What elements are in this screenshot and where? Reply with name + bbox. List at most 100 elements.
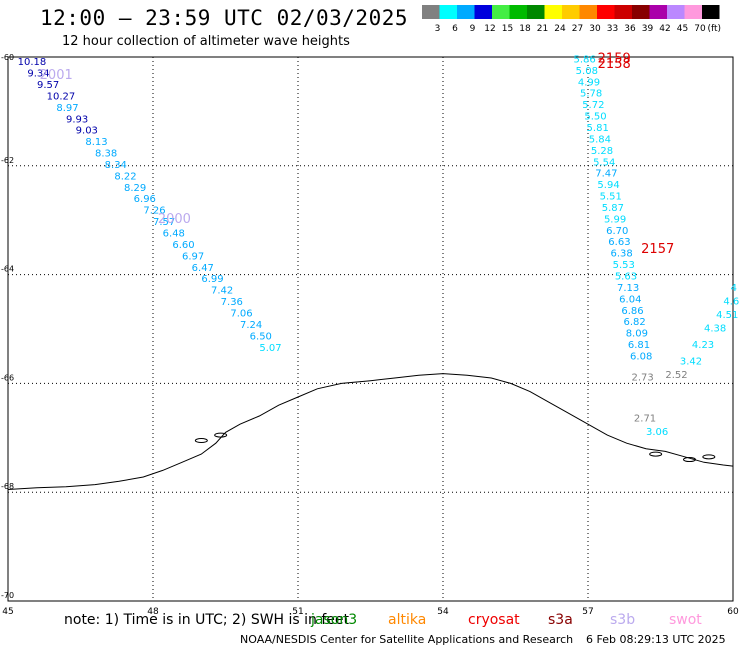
colorbar-tick-label: 70 <box>694 24 706 33</box>
latitude-tick-label: -66 <box>1 373 14 382</box>
wave-height-value: 8.34 <box>105 160 127 171</box>
wave-height-value: 2.73 <box>632 373 654 384</box>
map-title: 12:00 – 23:59 UTC 02/03/2025 <box>40 6 409 30</box>
satellite-legend-item: altika <box>388 612 427 628</box>
wave-height-value: 6.96 <box>134 194 156 205</box>
colorbar-swatch <box>614 5 632 19</box>
colorbar-tick-label: 3 <box>435 24 441 33</box>
colorbar-tick-label: 9 <box>470 24 476 33</box>
wave-height-value: 5.51 <box>600 192 622 203</box>
generation-timestamp: 6 Feb 08:29:13 UTC 2025 <box>586 633 726 646</box>
colorbar-swatch <box>439 5 457 19</box>
wave-height-value: 5.99 <box>604 214 626 225</box>
track-time-label: 2001 <box>40 68 73 83</box>
longitude-tick-label: 54 <box>437 607 449 617</box>
colorbar-swatch <box>544 5 562 19</box>
island-outline <box>194 438 208 444</box>
wave-height-value: 6.70 <box>606 226 628 237</box>
wave-height-value: 5.94 <box>597 180 619 191</box>
satellite-legend: jason3 altika cryosat s3a s3b swot <box>0 612 740 630</box>
colorbar-tick-label: 27 <box>572 24 583 33</box>
wave-height-value: 6.82 <box>624 317 646 328</box>
coastline <box>7 373 734 490</box>
satellite-legend-item: jason3 <box>311 612 358 628</box>
colorbar-swatch <box>702 5 720 19</box>
wave-height-value: 9.93 <box>66 114 88 125</box>
wave-height-value: 6.63 <box>608 237 630 248</box>
colorbar-tick-label: 33 <box>607 24 618 33</box>
colorbar-swatch <box>509 5 527 19</box>
wave-height-value: 4 <box>731 283 737 294</box>
wave-height-value: 5.84 <box>589 134 611 145</box>
latitude-tick-label: -60 <box>1 53 14 62</box>
wave-height-value: 7.47 <box>595 169 617 180</box>
colorbar-swatch <box>474 5 492 19</box>
island-outline <box>649 451 663 457</box>
wave-height-value: 10.18 <box>18 57 47 68</box>
colorbar-swatch <box>667 5 685 19</box>
colorbar-tick-label: 36 <box>624 24 636 33</box>
wave-height-value: 5.78 <box>580 89 602 100</box>
track-time-label: 2000 <box>158 212 191 227</box>
colorbar-swatch <box>684 5 702 19</box>
wave-height-value: 6.86 <box>621 306 643 317</box>
wave-height-value: 2.71 <box>634 413 656 424</box>
longitude-tick-label: 45 <box>2 607 13 617</box>
wave-height-value: 7.57 <box>153 217 175 228</box>
wave-height-value: 4.6 <box>723 297 739 308</box>
wave-height-value: 3.42 <box>680 356 702 367</box>
wave-height-value: 6.97 <box>182 251 204 262</box>
track-time-label: 2159 <box>598 51 631 66</box>
wave-height-value: 9.03 <box>76 126 98 137</box>
wave-height-value: 6.08 <box>630 351 652 362</box>
longitude-tick-label: 51 <box>292 607 303 617</box>
wave-height-value: 8.29 <box>124 183 146 194</box>
island-outline <box>683 457 696 463</box>
wave-height-value: 8.22 <box>114 171 136 182</box>
wave-height-value: 4.99 <box>578 77 600 88</box>
colorbar-swatch <box>492 5 510 19</box>
wave-height-value: 4.38 <box>704 324 726 335</box>
colorbar-swatch <box>562 5 580 19</box>
wave-height-value: 10.27 <box>47 91 76 102</box>
wave-height-value: 5.81 <box>587 123 609 134</box>
wave-height-value: 6.50 <box>250 331 272 342</box>
wave-height-value: 6.04 <box>619 294 641 305</box>
track-time-label: 2157 <box>641 242 674 257</box>
colorbar-swatch <box>457 5 475 19</box>
wave-height-value: 4.51 <box>716 310 738 321</box>
wave-height-value: 6.81 <box>628 340 650 351</box>
longitude-tick-label: 48 <box>147 607 159 617</box>
wave-height-value: 7.06 <box>230 308 252 319</box>
colorbar-tick-label: 6 <box>452 24 458 33</box>
colorbar-tick-label: 24 <box>554 24 566 33</box>
wave-height-value: 8.13 <box>85 137 107 148</box>
wave-height-value: 6.99 <box>201 274 223 285</box>
latitude-tick-label: -70 <box>1 591 14 600</box>
wave-height-value: 5.08 <box>576 66 598 77</box>
colorbar-swatch <box>579 5 597 19</box>
satellite-legend-item: s3a <box>548 612 573 628</box>
longitude-tick-label: 60 <box>727 607 739 617</box>
colorbar-swatch <box>632 5 650 19</box>
wave-height-value: 5.54 <box>593 157 615 168</box>
wave-height-value: 7.13 <box>617 283 639 294</box>
wave-height-value: 7.26 <box>143 206 165 217</box>
wave-height-value: 6.60 <box>172 240 194 251</box>
wave-height-value: 5.53 <box>613 260 635 271</box>
colorbar-swatch <box>649 5 667 19</box>
wave-height-value: 9.34 <box>27 69 49 80</box>
wave-height-value: 4.23 <box>692 340 714 351</box>
wave-height-value: 9.57 <box>37 80 59 91</box>
wave-height-value: 5.63 <box>615 271 637 282</box>
colorbar-tick-label: 45 <box>677 24 688 33</box>
wave-height-value: 5.07 <box>259 343 281 354</box>
island-outline <box>214 432 228 438</box>
wave-height-value: 7.24 <box>240 320 262 331</box>
latitude-tick-label: -68 <box>1 482 14 491</box>
map-frame <box>7 56 734 602</box>
wave-height-value: 5.87 <box>602 203 624 214</box>
wave-height-value: 5.72 <box>582 100 604 111</box>
credit-line: NOAA/NESDIS Center for Satellite Applica… <box>240 633 574 646</box>
